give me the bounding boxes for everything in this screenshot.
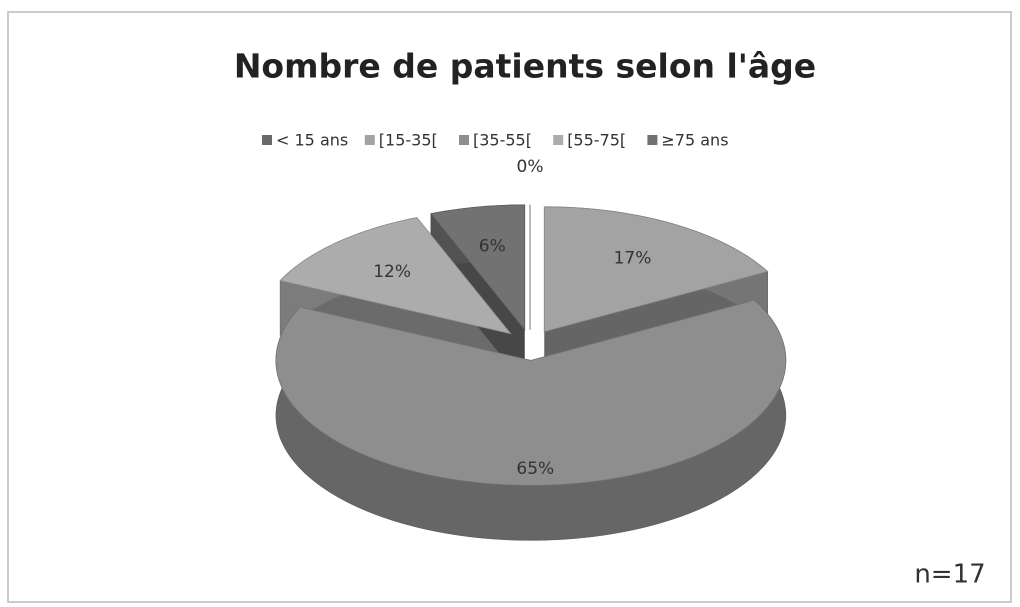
legend-label: [15-35[ (379, 131, 438, 150)
pie-slice (430, 204, 526, 332)
data-label: 0% (517, 157, 544, 177)
legend-swatch (262, 135, 272, 145)
legend-label: ≥75 ans (661, 131, 728, 150)
legend-swatch (459, 135, 469, 145)
legend-swatch (364, 135, 375, 145)
legend-label: < 15 ans (276, 131, 348, 150)
legend-swatch (553, 135, 564, 145)
chart-title: Nombre de patients selon l'âge (234, 47, 816, 86)
legend-label: [35-55[ (473, 131, 532, 150)
pie-slice (543, 206, 769, 333)
legend-label: [55-75[ (567, 131, 626, 150)
pie-labels: 0% 17% 65% 12% 6% (373, 157, 651, 479)
annotation: n=17 (914, 560, 985, 590)
pie-slice (275, 299, 787, 486)
pie-slice (279, 217, 512, 335)
data-label: 12% (373, 262, 411, 282)
data-label: 6% (479, 236, 506, 256)
legend-swatch (647, 135, 658, 145)
data-label: 65% (516, 459, 554, 479)
pie-tops (275, 204, 787, 486)
data-label: 17% (614, 249, 652, 269)
